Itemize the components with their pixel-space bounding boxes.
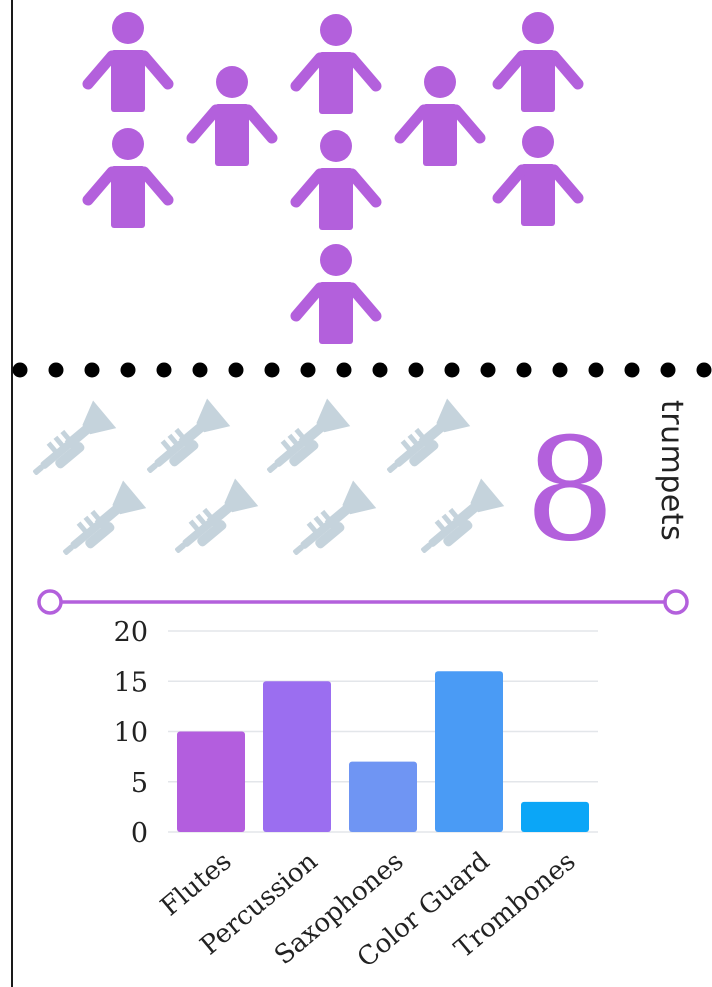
trumpet-icon xyxy=(421,478,505,553)
divider-dot xyxy=(552,362,568,378)
divider-dot xyxy=(660,362,676,378)
timeline-start-node xyxy=(37,589,63,615)
divider-dot xyxy=(408,362,424,378)
bar xyxy=(435,671,503,832)
people-pictograph xyxy=(82,12,584,344)
person-icon xyxy=(290,130,382,230)
y-tick-label: 10 xyxy=(114,718,148,749)
y-tick-label: 0 xyxy=(131,818,148,849)
divider-dot xyxy=(516,362,532,378)
trumpet-count-number: 8 xyxy=(524,408,616,573)
person-icon xyxy=(82,128,174,228)
person-icon xyxy=(492,12,584,112)
person-icon xyxy=(82,12,174,112)
person-icon xyxy=(492,126,584,226)
section-bar-chart: 05101520FlutesPercussionSaxophonesColor … xyxy=(114,617,598,974)
person-icon xyxy=(290,14,382,114)
trumpet-icon xyxy=(293,480,377,555)
bar xyxy=(177,731,245,832)
divider-dot xyxy=(624,362,640,378)
y-tick-label: 15 xyxy=(114,667,148,698)
divider-dot xyxy=(300,362,316,378)
y-tick-label: 5 xyxy=(131,768,148,799)
dotted-divider xyxy=(12,362,712,378)
divider-dot xyxy=(264,362,280,378)
person-icon xyxy=(394,66,486,166)
divider-dot xyxy=(588,362,604,378)
divider-dot xyxy=(120,362,136,378)
trumpet-icon xyxy=(33,400,117,475)
divider-dot xyxy=(84,362,100,378)
y-tick-label: 20 xyxy=(114,617,148,648)
person-icon xyxy=(290,244,382,344)
divider-dot xyxy=(480,362,496,378)
divider-dot xyxy=(156,362,172,378)
bar xyxy=(263,681,331,832)
divider-dot xyxy=(336,362,352,378)
person-icon xyxy=(186,66,278,166)
left-border-line xyxy=(11,0,13,987)
divider-dot xyxy=(372,362,388,378)
timeline-end-node xyxy=(663,589,689,615)
trumpet-icon xyxy=(147,398,231,473)
timeline-connector xyxy=(37,589,689,615)
x-tick-label: Flutes xyxy=(155,846,237,922)
divider-dot xyxy=(192,362,208,378)
divider-dot xyxy=(444,362,460,378)
trumpet-icon xyxy=(175,478,259,553)
trumpet-icon xyxy=(63,480,147,555)
trumpet-icon xyxy=(267,398,351,473)
bar xyxy=(521,801,589,832)
trumpet-icon xyxy=(387,398,471,473)
divider-dot xyxy=(696,362,712,378)
divider-dot xyxy=(228,362,244,378)
divider-dot xyxy=(48,362,64,378)
trumpet-count-label: trumpets xyxy=(654,400,689,542)
divider-dot xyxy=(12,362,28,378)
trumpet-pictograph xyxy=(33,398,505,555)
bar xyxy=(349,761,417,832)
